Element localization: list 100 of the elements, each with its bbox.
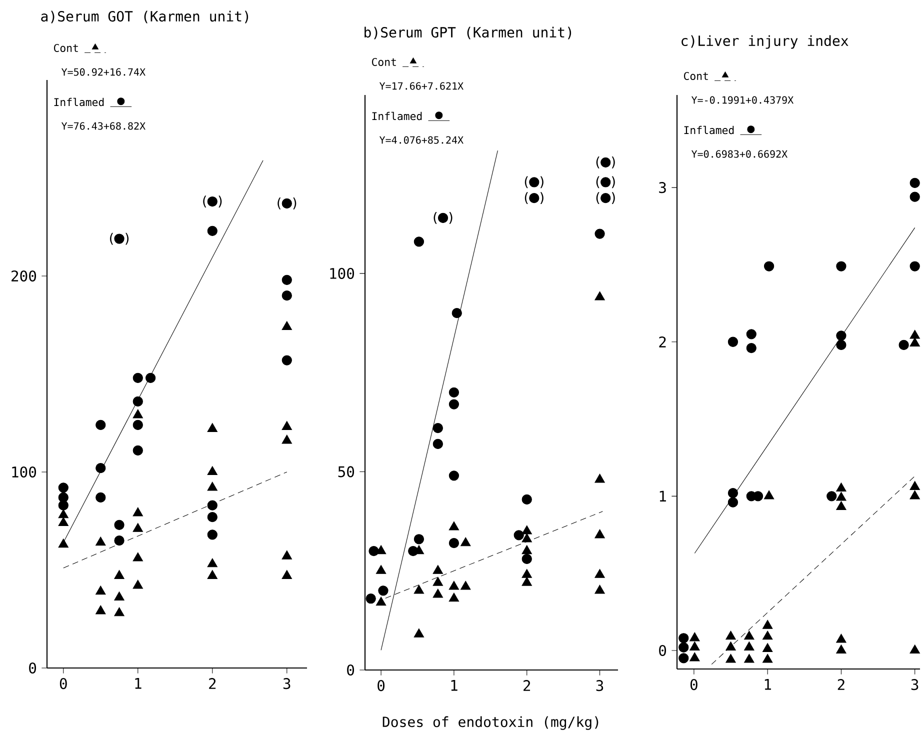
point <box>114 570 124 579</box>
point <box>898 340 909 350</box>
legend-label: Inflamed <box>372 112 422 120</box>
point <box>414 628 424 638</box>
legend-label: Inflamed <box>684 126 734 134</box>
legend-label: Cont <box>54 44 78 52</box>
x-tick-label: 0 <box>378 680 385 691</box>
point <box>594 568 605 578</box>
point <box>594 584 605 594</box>
annotation: ( ) <box>278 197 296 210</box>
y-tick-label: 200 <box>12 270 36 282</box>
point <box>690 641 700 650</box>
point <box>114 520 124 530</box>
point <box>678 642 689 652</box>
point <box>448 470 460 481</box>
point <box>432 576 444 586</box>
point <box>522 554 532 564</box>
point <box>836 644 846 654</box>
point <box>96 605 106 614</box>
legend-label: Cont <box>684 72 708 80</box>
point <box>762 654 773 663</box>
point <box>282 198 292 208</box>
point <box>207 512 218 522</box>
y-tick-label: 1 <box>660 490 666 502</box>
point <box>207 422 218 432</box>
annotation: ( ) <box>203 195 222 208</box>
point <box>448 592 460 602</box>
point <box>207 196 218 206</box>
point <box>282 320 292 330</box>
point <box>836 340 846 350</box>
point <box>132 580 144 589</box>
point <box>594 291 605 300</box>
point <box>432 422 443 433</box>
legend-label: Inflamed <box>54 98 104 106</box>
x-axis-title: Doses of endotoxin (mg/kg) <box>382 716 598 730</box>
point <box>438 212 448 223</box>
y-tick-label: 100 <box>330 268 354 279</box>
point <box>594 228 605 239</box>
point <box>762 630 773 640</box>
x-tick-label: 2 <box>524 680 530 691</box>
point <box>58 482 68 493</box>
chart-title: b)Serum GPT (Karmen unit) <box>364 26 572 40</box>
point <box>448 399 460 410</box>
point <box>744 654 754 663</box>
point <box>460 580 471 590</box>
annotation: Y=4.076+85.24X <box>379 136 464 144</box>
point <box>522 568 532 578</box>
point <box>58 509 69 518</box>
point <box>432 564 444 574</box>
point <box>207 226 218 236</box>
point <box>522 533 532 542</box>
point <box>836 261 846 272</box>
point <box>744 630 754 640</box>
point <box>96 536 106 546</box>
point <box>207 529 218 540</box>
point <box>145 372 156 383</box>
point <box>600 157 611 168</box>
point <box>408 546 418 556</box>
point <box>207 466 218 475</box>
point <box>376 596 386 606</box>
annotation: Y=0.6983+0.6692X <box>691 150 788 158</box>
point <box>836 482 846 492</box>
x-tick-label: 1 <box>135 678 142 689</box>
point <box>282 434 292 444</box>
point <box>282 290 292 300</box>
annotation: ( ) <box>524 176 544 188</box>
point <box>678 632 689 644</box>
point <box>96 492 106 502</box>
annotation: Y=76.43+68.82X <box>61 122 146 130</box>
point <box>826 490 837 502</box>
annotation: ( ) <box>596 156 615 168</box>
point <box>58 516 69 526</box>
point <box>282 420 292 430</box>
text: Y=17.66+7.621X <box>379 82 464 90</box>
y-tick-label: 0 <box>29 662 36 674</box>
point <box>414 236 424 247</box>
x-tick-label: 1 <box>764 678 771 690</box>
point <box>207 500 218 510</box>
point <box>448 521 460 530</box>
point <box>207 558 218 567</box>
point <box>514 530 524 540</box>
point <box>726 630 736 640</box>
point <box>58 538 69 548</box>
point <box>836 330 846 341</box>
point <box>114 607 124 616</box>
point <box>836 500 846 510</box>
point <box>96 585 106 594</box>
annotation: ( ) <box>524 192 544 204</box>
x-tick-label: 3 <box>283 678 290 689</box>
point <box>282 570 292 579</box>
point <box>746 328 756 340</box>
point <box>366 593 376 604</box>
point <box>448 580 460 590</box>
point <box>762 642 773 652</box>
point <box>132 372 143 383</box>
y-tick-label: 3 <box>659 182 666 193</box>
point <box>594 474 605 483</box>
point <box>448 387 460 398</box>
point <box>448 538 460 548</box>
point <box>836 492 846 501</box>
